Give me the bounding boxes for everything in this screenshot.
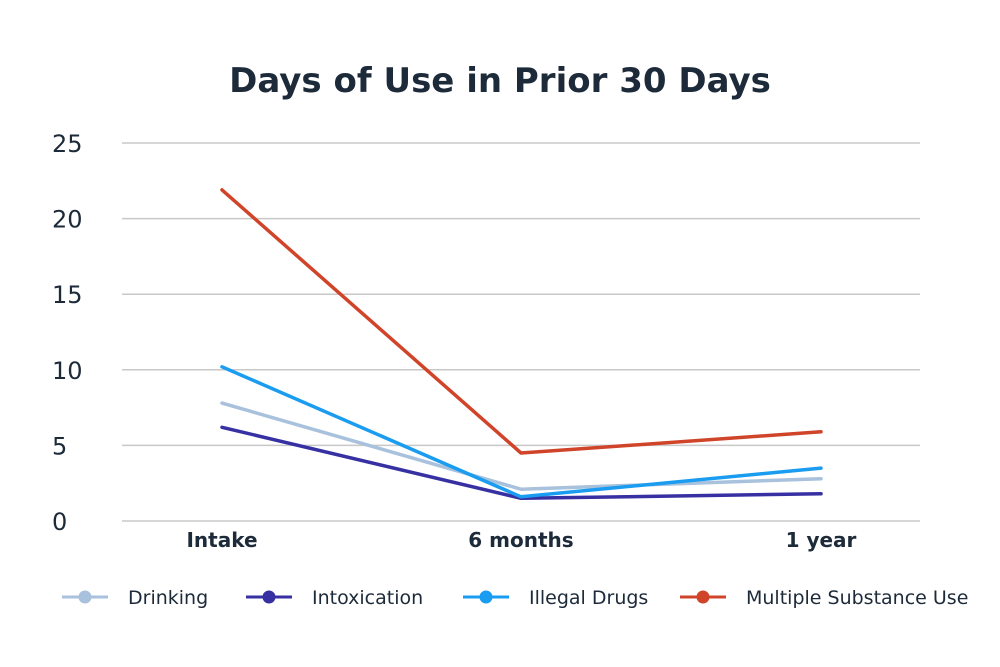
series-line xyxy=(220,401,823,491)
y-tick-label: 15 xyxy=(52,281,83,309)
legend-item: Multiple Substance Use xyxy=(680,587,968,609)
y-tick-label: 20 xyxy=(52,206,83,234)
x-tick-label: Intake xyxy=(186,528,257,552)
y-tick-label: 0 xyxy=(52,508,67,536)
legend-item: Intoxication xyxy=(246,587,423,609)
legend-label: Intoxication xyxy=(312,587,423,609)
series-lines xyxy=(220,188,823,501)
legend-marker xyxy=(262,590,276,604)
gridlines xyxy=(122,142,920,522)
series-line xyxy=(220,365,823,499)
x-axis-ticks: Intake 6 months 1 year xyxy=(186,528,856,552)
chart-title: Days of Use in Prior 30 Days xyxy=(229,61,771,101)
series-line xyxy=(220,188,823,455)
legend: Drinking Intoxication Illegal Drugs Multipl… xyxy=(62,587,968,609)
legend-item: Illegal Drugs xyxy=(463,587,648,609)
y-axis-ticks: 0 5 10 15 20 25 xyxy=(52,130,83,536)
legend-marker xyxy=(696,590,710,604)
x-tick-label: 1 year xyxy=(786,528,857,552)
legend-label: Multiple Substance Use xyxy=(746,587,968,609)
y-tick-label: 10 xyxy=(52,357,83,385)
x-tick-label: 6 months xyxy=(468,528,573,552)
legend-item: Drinking xyxy=(62,587,208,609)
y-tick-label: 5 xyxy=(52,432,67,460)
legend-marker xyxy=(479,590,493,604)
legend-label: Illegal Drugs xyxy=(529,587,648,609)
legend-label: Drinking xyxy=(128,587,208,609)
legend-marker xyxy=(78,590,92,604)
y-tick-label: 25 xyxy=(52,130,83,158)
